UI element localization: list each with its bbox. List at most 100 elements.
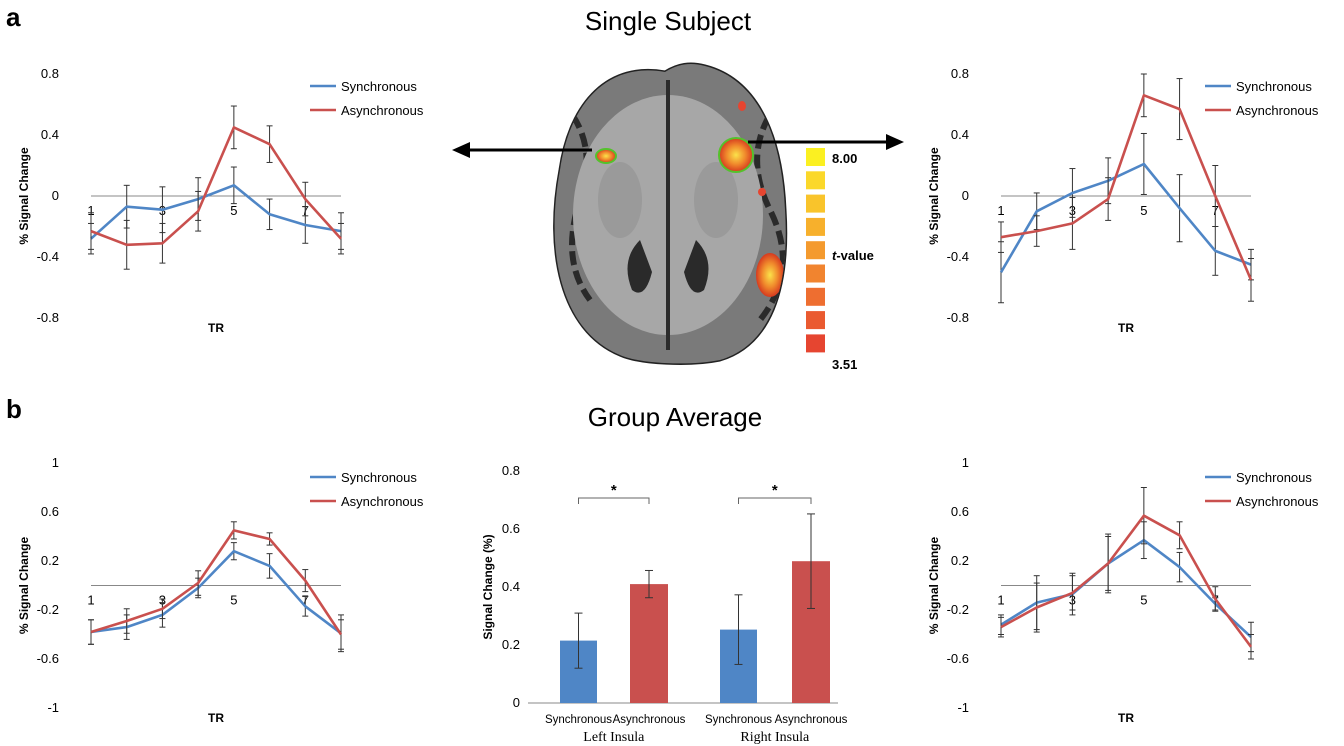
y-axis-title: % Signal Change — [17, 537, 31, 635]
x-tick-label: 1 — [997, 593, 1004, 608]
colorbar-swatch — [806, 148, 825, 166]
bar-asynchronous — [630, 584, 668, 703]
significance-bracket — [738, 497, 812, 504]
colorbar-swatch — [806, 217, 825, 236]
y-axis-title: Signal Change (%) — [481, 534, 495, 639]
bar-category-label: Asynchronous — [775, 714, 848, 726]
bar-category-label: Synchronous — [545, 714, 612, 726]
y-tick-label: 0.6 — [951, 504, 969, 519]
colorbar-min-label: 3.51 — [832, 357, 857, 372]
left-arrowhead-icon — [452, 142, 470, 158]
x-axis-title: TR — [1118, 711, 1134, 725]
legend-label: Asynchronous — [341, 103, 424, 118]
bar-group-label: Right Insula — [740, 730, 810, 745]
brain-mri-image — [553, 62, 788, 365]
x-axis-title: TR — [208, 321, 224, 335]
colorbar-swatch — [806, 287, 825, 306]
colorbar-title-t: t — [832, 248, 837, 263]
colorbar-title: t-value — [832, 248, 874, 263]
y-axis-title: % Signal Change — [927, 537, 941, 635]
right-arrowhead-icon — [886, 134, 904, 150]
significance-star: * — [611, 482, 617, 499]
colorbar-swatch — [806, 241, 825, 260]
x-tick-label: 1 — [87, 593, 94, 608]
y-tick-label: 0.4 — [502, 579, 520, 594]
y-tick-label: 0.8 — [502, 463, 520, 478]
legend-label: Synchronous — [1236, 470, 1312, 485]
y-tick-label: -0.8 — [947, 310, 969, 325]
colorbar-swatch — [806, 194, 825, 213]
series-line-synchronous — [90, 184, 342, 240]
y-tick-label: 1 — [52, 455, 59, 470]
series-line-asynchronous — [90, 126, 342, 247]
x-tick-label: 1 — [997, 203, 1004, 218]
y-tick-label: 0 — [962, 188, 969, 203]
y-tick-label: -0.4 — [947, 249, 969, 264]
y-tick-label: 0.4 — [951, 127, 969, 142]
panel-letter-a: a — [6, 2, 21, 32]
colorbar-swatch — [806, 171, 825, 190]
y-tick-label: 0.8 — [951, 66, 969, 81]
x-tick-label: 5 — [230, 203, 237, 218]
chart-b-left: 10.60.2-0.2-0.6-11357% Signal ChangeTRSy… — [17, 455, 424, 725]
y-tick-label: -0.4 — [37, 249, 59, 264]
x-tick-label: 1 — [87, 203, 94, 218]
arrows — [452, 134, 904, 158]
significance-star: * — [772, 482, 778, 499]
y-axis-title: % Signal Change — [927, 147, 941, 245]
x-tick-label: 5 — [1140, 203, 1147, 218]
legend-label: Synchronous — [1236, 79, 1312, 94]
y-axis-title: % Signal Change — [17, 147, 31, 245]
series-line-asynchronous — [1000, 94, 1253, 281]
legend-label: Asynchronous — [1236, 103, 1319, 118]
panel-b-title: Group Average — [587, 402, 763, 432]
series-line-synchronous — [90, 549, 342, 635]
x-tick-label: 5 — [230, 593, 237, 608]
chart-a-right: 0.80.40-0.4-0.81357% Signal ChangeTRSync… — [927, 66, 1319, 335]
y-tick-label: -0.2 — [37, 602, 59, 617]
y-tick-label: 0.2 — [502, 637, 520, 652]
colorbar-swatch — [806, 311, 825, 330]
y-tick-label: 0 — [513, 695, 520, 710]
colorbar — [806, 148, 825, 353]
colorbar-swatch — [806, 334, 825, 353]
colorbar-max-label: 8.00 — [832, 151, 857, 166]
charts-layer: 0.80.40-0.4-0.81357% Signal ChangeTRSync… — [17, 66, 1319, 745]
series-line-asynchronous — [90, 529, 343, 636]
chart-a-left: 0.80.40-0.4-0.81357% Signal ChangeTRSync… — [17, 66, 424, 335]
colorbar-title-rest: -value — [836, 248, 874, 263]
y-tick-label: -0.6 — [37, 651, 59, 666]
panel-letter-b: b — [6, 394, 22, 424]
legend-label: Synchronous — [341, 79, 417, 94]
series-line-synchronous — [1000, 538, 1252, 638]
bar-category-label: Synchronous — [705, 714, 772, 726]
x-axis-title: TR — [1118, 321, 1134, 335]
significance-bracket — [578, 497, 650, 504]
y-tick-label: 0.4 — [41, 127, 59, 142]
colorbar-swatch — [806, 264, 825, 283]
y-tick-label: -1 — [47, 700, 59, 715]
series-line-synchronous — [999, 162, 1252, 273]
bar-category-label: Asynchronous — [613, 714, 686, 726]
y-tick-label: 0 — [52, 188, 59, 203]
x-tick-label: 5 — [1140, 593, 1147, 608]
y-tick-label: 0.2 — [41, 553, 59, 568]
x-axis-title: TR — [208, 711, 224, 725]
legend-label: Synchronous — [341, 470, 417, 485]
panel-a-title: Single Subject — [584, 6, 752, 36]
chart-b-right: 10.60.2-0.2-0.6-11357% Signal ChangeTRSy… — [927, 455, 1319, 725]
chart-b-bar: 0.8 0.6 0.4 0.2 0 Signal Change (%) Synchronou… — [481, 463, 848, 745]
y-tick-label: -1 — [957, 700, 969, 715]
y-tick-label: 0.2 — [951, 553, 969, 568]
y-tick-label: -0.8 — [37, 310, 59, 325]
series-line-asynchronous — [1000, 514, 1253, 648]
y-tick-label: 0.8 — [41, 66, 59, 81]
y-tick-label: 0.6 — [502, 521, 520, 536]
y-tick-label: 0.6 — [41, 504, 59, 519]
y-tick-label: -0.2 — [947, 602, 969, 617]
y-tick-label: 1 — [962, 455, 969, 470]
bar-group-label: Left Insula — [583, 730, 645, 745]
legend-label: Asynchronous — [1236, 494, 1319, 509]
y-tick-label: -0.6 — [947, 651, 969, 666]
